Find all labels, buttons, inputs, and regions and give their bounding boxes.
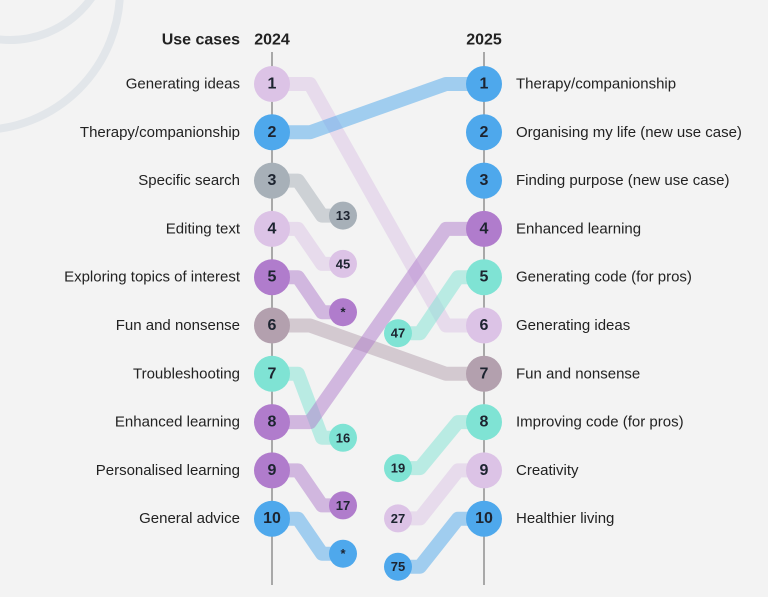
rank-circle xyxy=(254,500,290,537)
rank-2025: 4 xyxy=(480,220,489,237)
nodes: Generating ideasTherapy/companionship13S… xyxy=(64,66,742,581)
use-case-2025: Finding purpose (new use case) xyxy=(516,172,729,189)
rank-2024: 4 xyxy=(268,220,277,237)
use-case-2025: Organising my life (new use case) xyxy=(516,124,742,141)
badge xyxy=(384,552,412,581)
use-case-2025: Improving code (for pros) xyxy=(516,414,684,431)
badge-label: 16 xyxy=(336,430,350,445)
link xyxy=(272,221,484,430)
badge-label: 17 xyxy=(336,498,350,513)
badge-label: 13 xyxy=(336,208,350,223)
use-case-2025: Fun and nonsense xyxy=(516,365,640,382)
rank-2024: 7 xyxy=(268,365,277,382)
badge-label: 27 xyxy=(391,511,405,526)
use-case-2025: Creativity xyxy=(516,462,579,479)
rank-circle xyxy=(254,355,290,392)
rank-2025: 8 xyxy=(480,414,489,431)
rank-circle xyxy=(254,66,290,102)
use-case-2025: Therapy/companionship xyxy=(516,76,676,93)
use-case-2024: Troubleshooting xyxy=(133,365,240,382)
rank-2025: 9 xyxy=(480,462,489,479)
badge-label: * xyxy=(340,305,346,320)
rank-circle xyxy=(254,259,290,296)
badge xyxy=(329,539,357,568)
use-case-2025: Generating ideas xyxy=(516,317,630,334)
rank-2024: 10 xyxy=(263,510,281,527)
use-case-2024: Therapy/companionship xyxy=(80,124,240,141)
use-case-2024: General advice xyxy=(139,510,240,527)
rank-2025: 1 xyxy=(480,76,489,93)
rank-2024: 6 xyxy=(268,317,277,334)
rank-circle xyxy=(466,162,502,199)
badge xyxy=(329,249,357,278)
use-case-2024: Personalised learning xyxy=(96,462,240,479)
badge xyxy=(384,454,412,483)
rank-circle xyxy=(254,404,290,441)
badge xyxy=(329,298,357,327)
link xyxy=(272,77,484,140)
badge xyxy=(384,504,412,533)
link xyxy=(272,77,484,333)
rank-circle xyxy=(466,404,502,441)
rank-circle xyxy=(254,210,290,247)
year-right: 2025 xyxy=(466,32,502,49)
badge xyxy=(329,201,357,230)
rank-circle xyxy=(254,114,290,151)
use-case-2024: Editing text xyxy=(166,220,241,237)
rank-2025: 2 xyxy=(480,124,489,141)
use-case-2024: Specific search xyxy=(138,172,240,189)
rank-circle xyxy=(466,210,502,247)
badge-label: 45 xyxy=(336,256,350,271)
rank-2024: 5 xyxy=(268,269,277,286)
use-case-2025: Healthier living xyxy=(516,510,614,527)
rank-circle xyxy=(254,307,290,344)
badge-label: 19 xyxy=(391,461,405,476)
use-case-2025: Enhanced learning xyxy=(516,220,641,237)
rank-2024: 9 xyxy=(268,462,277,479)
link xyxy=(272,318,484,381)
rank-circle xyxy=(466,307,502,344)
rank-2024: 8 xyxy=(268,414,277,431)
badge xyxy=(329,491,357,520)
links xyxy=(272,77,484,574)
badge-label: 47 xyxy=(391,326,405,341)
rank-circle xyxy=(466,114,502,151)
rank-circle xyxy=(466,355,502,392)
rank-circle xyxy=(254,452,290,489)
use-case-2024: Enhanced learning xyxy=(115,414,240,431)
year-left: 2024 xyxy=(254,32,290,49)
rank-circle xyxy=(254,162,290,199)
badge xyxy=(329,423,357,452)
header-title: Use cases xyxy=(162,32,240,49)
badge-label: * xyxy=(340,546,346,561)
badge xyxy=(384,319,412,348)
rank-circle xyxy=(466,452,502,489)
rank-2024: 3 xyxy=(268,172,277,189)
use-case-2025: Generating code (for pros) xyxy=(516,269,692,286)
rank-2024: 2 xyxy=(268,124,277,141)
rank-circle xyxy=(466,259,502,296)
rank-2025: 6 xyxy=(480,317,489,334)
rank-2024: 1 xyxy=(268,76,277,93)
rank-2025: 7 xyxy=(480,365,489,382)
rank-2025: 5 xyxy=(480,269,489,286)
rank-circle xyxy=(466,500,502,537)
decoration xyxy=(0,0,124,133)
use-case-2024: Exploring topics of interest xyxy=(64,269,241,286)
rank-2025: 3 xyxy=(480,172,489,189)
use-case-2024: Generating ideas xyxy=(126,76,240,93)
rank-circle xyxy=(466,66,502,102)
badge-label: 75 xyxy=(391,559,405,574)
rank-2025: 10 xyxy=(475,510,493,527)
use-case-2024: Fun and nonsense xyxy=(116,317,240,334)
